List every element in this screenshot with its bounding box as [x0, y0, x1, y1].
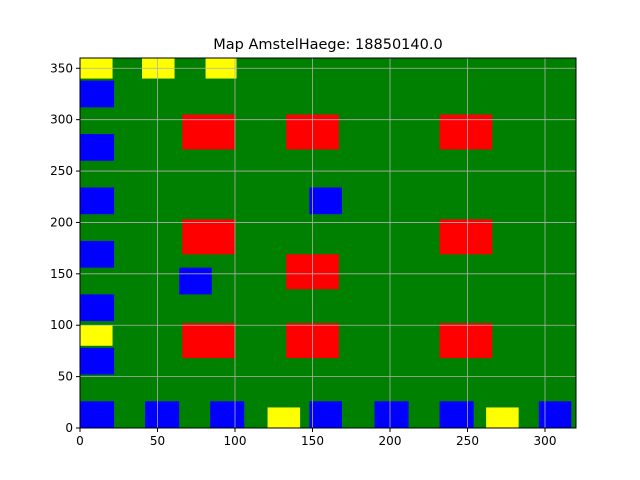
y-tick-label: 300	[50, 113, 73, 127]
y-tick-label: 50	[58, 370, 73, 384]
blue-parcel	[309, 187, 342, 215]
blue-parcel	[145, 401, 180, 428]
plot-area	[80, 58, 576, 428]
blue-parcel	[309, 401, 342, 428]
parcel-layer	[80, 58, 572, 428]
blue-parcel	[210, 401, 245, 428]
x-tick-label: 0	[76, 434, 84, 448]
axes: 0 50 100 150 200 250 300 0 50 100 150 200 250 300 350	[50, 57, 577, 448]
x-tick-label: 300	[534, 434, 557, 448]
x-tick-label: 50	[150, 434, 165, 448]
y-tick-label: 350	[50, 61, 73, 75]
blue-parcel	[374, 401, 409, 428]
red-parcel	[182, 114, 235, 150]
axes-frame	[79, 57, 577, 429]
red-parcel	[182, 219, 235, 255]
map-background	[80, 58, 576, 428]
x-tick-label: 250	[456, 434, 479, 448]
blue-parcel	[80, 80, 115, 108]
red-parcel	[439, 219, 493, 255]
yellow-parcel	[486, 407, 519, 428]
blue-parcel	[538, 401, 572, 428]
blue-parcel	[80, 401, 115, 428]
red-parcel	[439, 323, 493, 359]
y-tick-label: 0	[65, 421, 73, 435]
yellow-parcel	[80, 325, 113, 346]
x-tick-label: 100	[224, 434, 247, 448]
y-tick-label: 150	[50, 267, 73, 281]
blue-parcel	[80, 347, 115, 375]
blue-parcel	[439, 401, 474, 428]
y-tick-label: 200	[50, 215, 73, 229]
y-tick-label: 250	[50, 164, 73, 178]
blue-parcel	[80, 134, 115, 161]
yellow-parcel	[267, 407, 301, 428]
y-tick-label: 100	[50, 318, 73, 332]
blue-parcel	[80, 187, 115, 215]
x-tick-label: 200	[379, 434, 402, 448]
chart-title: Map AmstelHaege: 18850140.0	[213, 37, 442, 53]
blue-parcel	[80, 240, 115, 268]
blue-parcel	[179, 267, 212, 295]
x-tick-label: 150	[301, 434, 324, 448]
blue-parcel	[80, 294, 115, 322]
red-parcel	[182, 323, 235, 359]
red-parcel	[439, 114, 493, 150]
grid-lines	[79, 58, 576, 429]
